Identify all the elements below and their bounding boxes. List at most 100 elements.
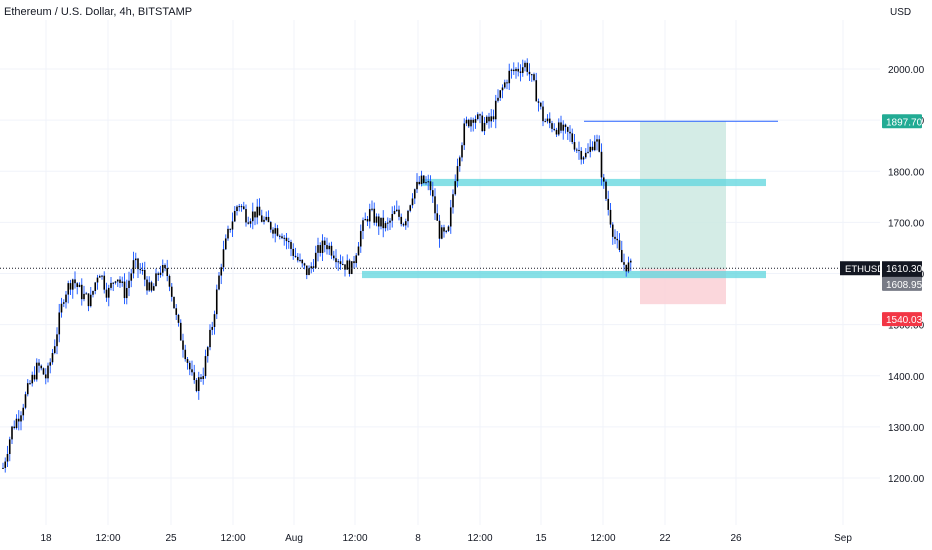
candle-body <box>227 228 229 239</box>
candle-body <box>362 220 364 232</box>
candle-body <box>184 349 187 360</box>
candle-body <box>296 256 299 261</box>
price-badges: 1897.70ETHUSD1610.3002:48:451608.951540.… <box>840 114 925 327</box>
candle-body <box>134 258 137 261</box>
candle-body <box>209 329 211 348</box>
candle-body <box>143 269 146 280</box>
candle-body <box>344 264 346 270</box>
candle-body <box>114 281 117 283</box>
candle-body <box>33 374 36 380</box>
candle-body <box>564 124 567 128</box>
candle-body <box>605 181 607 199</box>
candle-body <box>166 268 169 277</box>
time-axis[interactable]: 18 12:00 25 12:00 Aug 12:00 8 12:00 15 12:00 22 26 S… <box>40 533 852 544</box>
candle-body <box>256 206 259 218</box>
candle-body <box>557 122 560 135</box>
candle-body <box>625 264 628 272</box>
candle-body <box>249 221 252 224</box>
candle-body <box>26 383 29 395</box>
x-tick-label: 12:00 <box>220 533 245 544</box>
candle-body <box>330 245 333 256</box>
candle-body <box>341 264 344 266</box>
candle-body <box>6 454 9 462</box>
candle-body <box>105 289 108 298</box>
candle-body <box>506 82 508 84</box>
x-tick-label: 12:00 <box>590 533 615 544</box>
candle-body <box>593 141 596 151</box>
candle-body <box>503 82 506 88</box>
candle-body <box>407 210 409 222</box>
candle-body <box>47 365 49 379</box>
currency-label: USD <box>890 7 912 18</box>
candle-body <box>332 255 335 259</box>
candle-body <box>384 223 387 229</box>
candle-body <box>317 245 319 253</box>
candle-body <box>20 415 22 422</box>
candle-body <box>555 129 558 135</box>
candle-body <box>310 266 313 269</box>
candle-body <box>402 224 405 226</box>
candle-body <box>562 124 565 131</box>
candle-body <box>602 177 605 182</box>
candle-body <box>164 265 166 269</box>
candle-body <box>263 219 265 222</box>
stop-price-badge: 1540.03 <box>882 312 923 327</box>
x-tick-label: 22 <box>659 533 671 544</box>
candle-body <box>186 359 189 363</box>
candle-body <box>517 68 520 72</box>
candle-body <box>443 227 445 232</box>
candle-body <box>159 272 162 275</box>
candle-body <box>454 181 457 195</box>
candle-body <box>463 123 466 146</box>
candle-body <box>283 237 286 239</box>
candle-body <box>492 116 495 120</box>
candle-body <box>323 240 326 246</box>
x-tick-label: 8 <box>415 533 421 544</box>
candle-body <box>391 214 394 221</box>
candle-body <box>24 394 27 408</box>
candle-body <box>128 280 130 289</box>
candle-body <box>260 215 263 222</box>
candle-body <box>78 284 81 287</box>
candle-body <box>42 368 45 375</box>
candle-body <box>398 209 400 217</box>
candle-body <box>582 157 585 160</box>
candle-body <box>584 152 587 158</box>
candle-body <box>515 68 517 72</box>
candle-body <box>177 314 180 323</box>
candle-body <box>80 284 83 300</box>
candle-body <box>499 90 502 98</box>
candle-body <box>623 262 625 265</box>
candle-body <box>611 224 614 237</box>
candle-body <box>551 123 553 129</box>
candle-body <box>353 261 355 264</box>
candle-body <box>229 228 232 230</box>
candle-body <box>294 255 297 257</box>
candle-body <box>483 122 486 132</box>
candle-body <box>440 227 443 239</box>
candle-body <box>348 260 351 274</box>
candle-body <box>425 182 427 184</box>
candle-body <box>607 198 610 210</box>
candle-body <box>31 374 34 384</box>
candle-body <box>218 275 220 290</box>
target-price-badge-bg <box>882 114 922 129</box>
candle-body <box>274 228 277 234</box>
candle-body <box>76 283 79 287</box>
candle-body <box>393 210 396 215</box>
candle-body <box>220 267 223 276</box>
candle-body <box>355 255 358 264</box>
candle-body <box>434 196 436 214</box>
candle-body <box>542 106 544 122</box>
candle-body <box>519 71 522 73</box>
candle-body <box>328 245 331 250</box>
candle-body <box>53 346 56 354</box>
candle-body <box>382 217 385 229</box>
candle-body <box>339 261 342 265</box>
candle-body <box>278 235 281 237</box>
candle-body <box>508 70 511 84</box>
candle-body <box>472 119 475 123</box>
candle-body <box>251 211 254 222</box>
candle-body <box>476 114 479 120</box>
